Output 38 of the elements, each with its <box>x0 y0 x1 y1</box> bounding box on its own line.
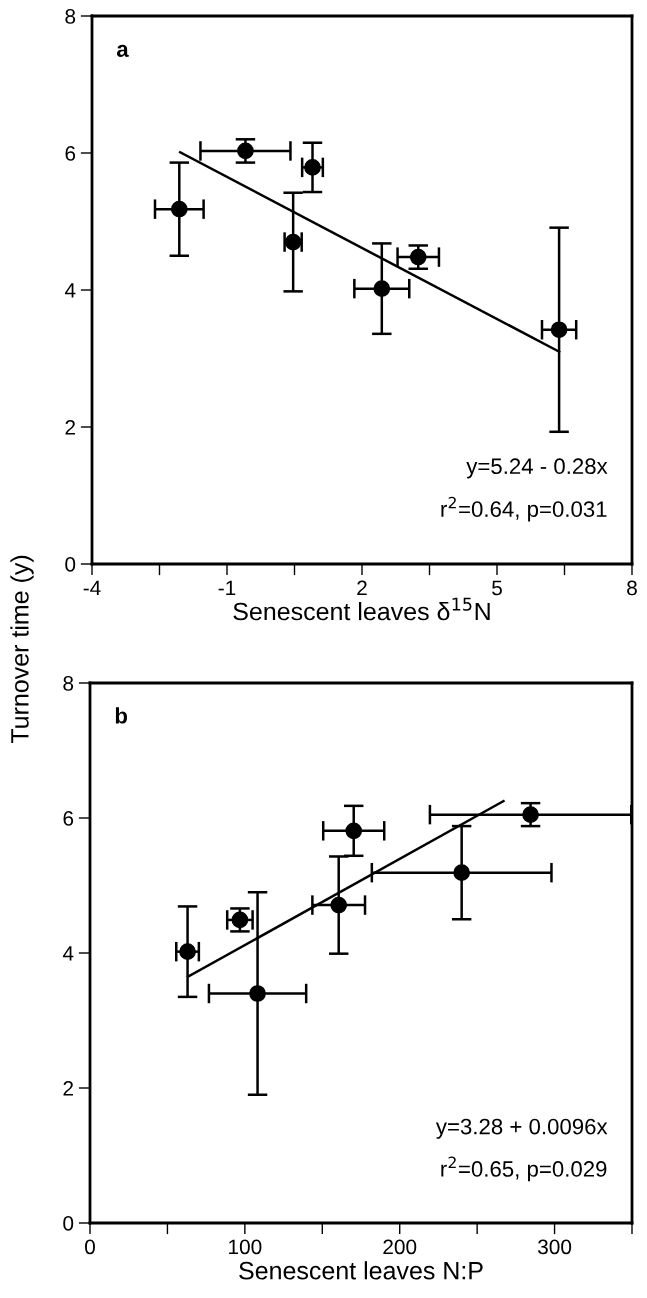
y-tick-label: 4 <box>64 283 76 298</box>
annotation: b <box>115 707 128 724</box>
y-tick-label: 6 <box>63 811 74 826</box>
annotation: y=3.28 + 0.0096x <box>435 1118 608 1139</box>
y-tick-label: 2 <box>65 420 75 435</box>
x-tick-label: -4 <box>83 580 101 596</box>
y-tick-label: 8 <box>65 9 76 24</box>
annotation: r$^{2}$=0.65, p=0.029 <box>441 1156 607 1182</box>
x-tick-label: 0 <box>85 1239 95 1255</box>
x-tick-label: 100 <box>229 1239 262 1255</box>
x-axis-title: Senescent leaves N:P <box>239 1261 483 1280</box>
point <box>409 248 427 266</box>
annotation: a <box>116 44 129 57</box>
x-tick-label: 200 <box>383 1239 417 1255</box>
x-axis-title: Senescent leaves δ$^{15}$N <box>233 597 490 621</box>
x-tick-label: -1 <box>218 580 236 596</box>
y-tick-label: 2 <box>63 1081 73 1096</box>
point <box>345 822 363 840</box>
y-tick-label: 4 <box>62 946 74 961</box>
point <box>330 896 348 914</box>
point <box>550 321 568 339</box>
x-tick-label: 8 <box>627 580 637 596</box>
y-tick-label: 0 <box>65 557 76 572</box>
point <box>373 280 391 297</box>
y-tick-label: 6 <box>65 146 76 161</box>
point <box>453 864 470 882</box>
point <box>249 985 266 1002</box>
point <box>522 806 539 823</box>
x-tick-label: 2 <box>357 580 367 596</box>
x-tick-label: 5 <box>492 580 502 596</box>
annotation: y=5.24 - 0.28x <box>466 458 608 479</box>
point <box>179 943 196 960</box>
y-tick-label: 8 <box>63 676 74 691</box>
x-tick-label: 300 <box>537 1239 572 1255</box>
point <box>170 200 188 218</box>
y-tick-label: 0 <box>63 1216 74 1231</box>
annotation: r$^{2}$=0.64, p=0.031 <box>441 496 607 522</box>
y-axis-title: Turnover time (y) <box>10 555 34 744</box>
